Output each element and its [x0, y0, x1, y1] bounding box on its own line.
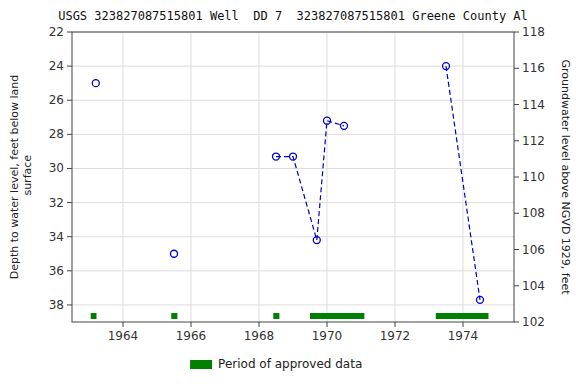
grid-line	[72, 236, 514, 237]
tick	[67, 270, 72, 271]
tick	[123, 322, 124, 327]
tick-label: 36	[49, 264, 64, 278]
tick-label: 104	[522, 279, 545, 293]
marker	[171, 250, 178, 257]
grid-line	[259, 32, 260, 322]
legend-swatch	[190, 360, 212, 369]
tick-label: 106	[522, 243, 545, 257]
marker	[324, 117, 331, 124]
grid-line	[395, 32, 396, 322]
tick	[191, 322, 192, 327]
tick	[395, 322, 396, 327]
tick-label: 1970	[312, 329, 343, 343]
approved-bar	[310, 313, 364, 319]
tick	[259, 322, 260, 327]
tick	[514, 177, 519, 178]
tick-label: 38	[49, 298, 64, 312]
tick	[514, 104, 519, 105]
grid-line	[191, 32, 192, 322]
grid-line	[72, 304, 514, 305]
tick-label: 26	[49, 93, 64, 107]
tick-label: 108	[522, 206, 545, 220]
approved-bar	[436, 313, 489, 319]
tick-label: 1964	[108, 329, 139, 343]
grid-line	[72, 202, 514, 203]
tick	[514, 249, 519, 250]
tick	[327, 322, 328, 327]
tick-label: 116	[522, 61, 545, 75]
approved-bar	[273, 313, 279, 319]
axes: 1964 1966 1968 1970 1972 1974 22 24 26 28 30 32 34 36…	[49, 25, 545, 343]
grid-line	[327, 32, 328, 322]
grid-line	[123, 32, 124, 322]
tick-label: 1974	[448, 329, 479, 343]
tick-label: 110	[522, 170, 545, 184]
marker	[290, 153, 297, 160]
tick-label: 28	[49, 127, 64, 141]
tick-label: 102	[522, 315, 545, 329]
line	[446, 66, 480, 300]
tick	[67, 202, 72, 203]
legend-label: Period of approved data	[218, 357, 362, 371]
grid-line	[72, 100, 514, 101]
tick-label: 24	[49, 59, 64, 73]
tick-label: 32	[49, 196, 64, 210]
grid	[72, 32, 514, 322]
marker	[477, 296, 484, 303]
axis-label: Groundwater level above NGVD 1929, feet	[559, 59, 572, 295]
tick	[514, 285, 519, 286]
tick-label: 22	[49, 25, 64, 39]
plot-area	[91, 63, 489, 319]
tick	[67, 236, 72, 237]
tick	[514, 32, 519, 33]
marker	[273, 153, 280, 160]
series	[171, 250, 178, 257]
tick	[67, 32, 72, 33]
grid-line	[72, 134, 514, 135]
legend: Period of approved data	[190, 357, 362, 371]
tick-label: 114	[522, 98, 545, 112]
tick-label: 1968	[244, 329, 275, 343]
series	[273, 117, 348, 243]
tick	[514, 213, 519, 214]
grid-line	[72, 66, 514, 67]
tick	[67, 168, 72, 169]
series	[92, 80, 99, 87]
tick-label: 1966	[176, 329, 207, 343]
title: USGS 323827087515801 Well DD 7 323827087…	[58, 9, 528, 23]
tick-label: 30	[49, 161, 64, 175]
tick	[67, 304, 72, 305]
grid-line	[72, 270, 514, 271]
tick	[463, 322, 464, 327]
approved-bar	[91, 313, 97, 319]
axis-label-line: Depth to water level, feet below land	[8, 75, 21, 280]
tick	[67, 134, 72, 135]
marker	[341, 122, 348, 129]
grid-line	[72, 168, 514, 169]
plot-frame	[72, 32, 514, 322]
marker	[443, 63, 450, 70]
marker	[313, 237, 320, 244]
approved-periods	[91, 313, 489, 319]
tick	[514, 68, 519, 69]
tick	[67, 100, 72, 101]
approved-bar	[171, 313, 177, 319]
tick-label: 1972	[380, 329, 411, 343]
chart: 1964 1966 1968 1970 1972 1974 22 24 26 28 30 32 34 36…	[0, 0, 576, 384]
series	[443, 63, 484, 304]
tick-label: 34	[49, 230, 64, 244]
axis-label: Depth to water level, feet below land su…	[8, 75, 34, 280]
tick	[514, 140, 519, 141]
marker	[92, 80, 99, 87]
axis-label-line: surface	[21, 155, 34, 199]
tick	[514, 322, 519, 323]
tick-label: 118	[522, 25, 545, 39]
tick-label: 112	[522, 134, 545, 148]
line	[276, 121, 344, 240]
tick	[67, 66, 72, 67]
